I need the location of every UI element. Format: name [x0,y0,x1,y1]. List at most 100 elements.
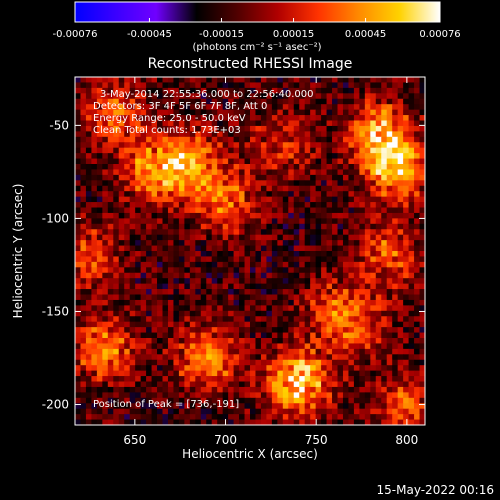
heatmap-cell [85,223,92,230]
heatmap-cell [419,338,426,344]
heatmap-cell [359,403,366,410]
heatmap-cell [271,87,278,94]
heatmap-cell [348,185,355,192]
heatmap-cell [135,77,142,83]
heatmap-cell [85,338,92,344]
heatmap-cell [80,251,87,257]
heatmap-cell [277,185,284,192]
heatmap-cell [288,87,295,94]
heatmap-cell [386,147,393,154]
heatmap-cell [244,392,251,399]
heatmap-cell [304,234,311,241]
heatmap-cell [293,93,300,100]
heatmap-cell [140,305,147,312]
heatmap-cell [173,207,180,214]
heatmap-cell [304,397,311,404]
heatmap-cell [211,142,218,149]
heatmap-cell [266,104,273,111]
heatmap-cell [173,229,180,236]
heatmap-cell [107,348,114,355]
heatmap-cell [85,131,92,138]
heatmap-cell [337,207,344,214]
heatmap-cell [206,305,213,312]
heatmap-cell [233,185,240,192]
heatmap-cell [260,305,267,312]
heatmap-cell [80,256,87,263]
heatmap-cell [107,93,114,100]
heatmap-cell [375,207,382,214]
heatmap-cell [151,185,158,192]
heatmap-cell [184,272,191,279]
heatmap-cell [419,386,426,393]
heatmap-cell [167,196,174,203]
heatmap-cell [250,359,256,366]
heatmap-cell [359,147,366,154]
heatmap-cell [255,338,262,344]
heatmap-cell [310,283,317,290]
heatmap-cell [304,87,311,94]
heatmap-cell [342,370,349,377]
heatmap-cell [189,332,196,339]
heatmap-cell [178,294,185,301]
heatmap-cell [392,147,399,154]
heatmap-cell [162,109,169,116]
heatmap-cell [255,229,262,236]
heatmap-cell [277,321,284,328]
heatmap-cell [178,158,185,165]
heatmap-cell [386,332,393,339]
heatmap-cell [173,245,180,252]
heatmap-cell [255,365,262,372]
heatmap-cell [386,310,393,317]
heatmap-cell [392,164,399,170]
heatmap-cell [326,278,333,285]
heatmap-cell [419,299,426,306]
heatmap-cell [299,414,306,420]
heatmap-cell [381,332,388,339]
heatmap-cell [299,283,306,290]
heatmap-cell [206,359,213,366]
heatmap-cell [348,158,355,165]
heatmap-cell [293,272,300,279]
heatmap-cell [310,77,317,83]
heatmap-cell [293,158,300,165]
heatmap-cell [244,419,251,426]
heatmap-cell [173,376,180,382]
heatmap-cell [375,191,382,198]
heatmap-cell [332,408,338,415]
heatmap-cell [228,87,234,94]
heatmap-cell [359,310,366,317]
heatmap-cell [353,180,360,187]
heatmap-cell [146,153,152,159]
heatmap-cell [392,169,399,176]
heatmap-cell [299,256,306,263]
heatmap-cell [178,321,185,328]
heatmap-cell [113,376,120,382]
heatmap-cell [91,359,98,366]
heatmap-cell [239,153,245,159]
heatmap-cell [222,207,229,214]
heatmap-cell [326,251,333,257]
heatmap-cell [113,191,120,198]
heatmap-cell [408,332,415,339]
heatmap-cell [288,223,295,230]
heatmap-cell [250,354,256,361]
heatmap-cell [381,403,388,410]
heatmap-cell [419,104,426,111]
heatmap-cell [140,229,147,236]
heatmap-cell [348,180,355,187]
heatmap-cell [310,272,317,279]
heatmap-cell [173,77,180,83]
heatmap-cell [140,234,147,241]
heatmap-cell [288,142,295,149]
heatmap-cell [310,359,317,366]
heatmap-cell [239,212,245,219]
heatmap-cell [353,397,360,404]
heatmap-cell [85,267,92,274]
heatmap-cell [244,294,251,301]
heatmap-cell [129,267,136,274]
heatmap-cell [233,191,240,198]
heatmap-cell [332,261,338,268]
heatmap-cell [102,348,109,355]
heatmap-cell [239,261,245,268]
heatmap-cell [91,158,98,165]
